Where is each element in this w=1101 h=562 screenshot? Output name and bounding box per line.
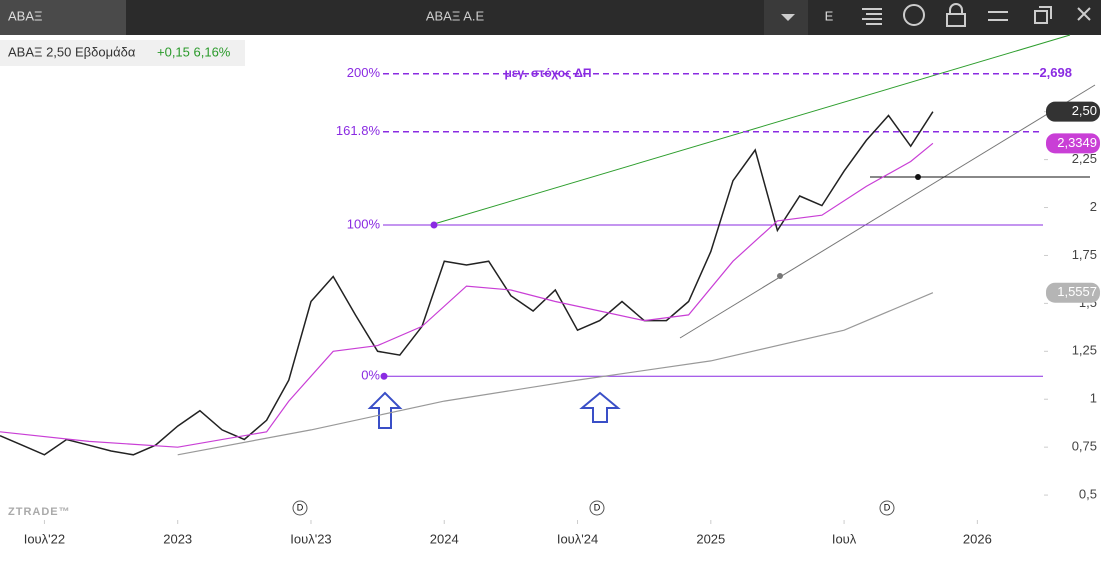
up-arrow <box>579 391 621 423</box>
close-icon[interactable] <box>1077 7 1091 21</box>
menu-icon[interactable] <box>988 11 1008 21</box>
series-line <box>0 111 934 456</box>
value-badge-label: 2,50 <box>1072 103 1097 118</box>
level-price: 2,698 <box>1039 65 1072 80</box>
arrows <box>367 391 621 429</box>
y-tick-label: 1 <box>1090 391 1097 406</box>
y-tick-label: 0,5 <box>1079 487 1097 502</box>
y-tick-label: 2 <box>1090 199 1097 214</box>
up-arrow <box>367 391 403 429</box>
level-label: 161.8% <box>336 123 381 138</box>
watermark: ZTRADE™ <box>8 506 71 518</box>
info-box <box>0 40 245 66</box>
trendlines <box>433 34 1096 339</box>
value-badge <box>1046 282 1100 303</box>
list-icon[interactable] <box>862 8 882 25</box>
trendline <box>433 34 1071 225</box>
value-badge <box>1046 101 1100 122</box>
x-tick-label: Ιουλ'23 <box>290 531 331 546</box>
x-tick-label: Ιουλ <box>832 531 857 546</box>
tab[interactable] <box>0 0 126 35</box>
dropdown-icon[interactable] <box>781 14 795 21</box>
level-label: 100% <box>347 216 381 231</box>
x-tick-label: 2023 <box>163 531 192 546</box>
y-tick-label: 1,25 <box>1072 343 1097 358</box>
level-anchor <box>380 372 388 380</box>
change: +0,15 6,16% <box>157 44 231 59</box>
y-tick-label: 2,25 <box>1072 151 1097 166</box>
quote: ΑΒΑΞ 2,50 Εβδομάδα <box>8 44 136 59</box>
restore-icon[interactable] <box>1034 6 1052 24</box>
dividend-circle[interactable] <box>879 500 895 516</box>
dividend-markers: D D D <box>292 500 895 516</box>
y-tick-label: 1,75 <box>1072 247 1097 262</box>
dividend-marker[interactable]: D <box>594 502 601 512</box>
x-tick-label: 2024 <box>430 531 459 546</box>
x-axis-area <box>0 520 1101 557</box>
level-label: 0% <box>361 368 380 383</box>
anchor <box>777 273 783 279</box>
value-badge-label: 1,5557 <box>1057 284 1097 299</box>
x-tick-label: 2026 <box>963 531 992 546</box>
lock-icon[interactable] <box>946 3 966 27</box>
level-label: 200% <box>347 65 381 80</box>
level-annotation: μεγ. στόχος ΔΠ <box>504 66 591 80</box>
value-badge-label: 2,3349 <box>1057 135 1097 150</box>
anchor <box>915 174 921 180</box>
dividend-circle[interactable] <box>589 500 605 516</box>
dividend-marker[interactable]: D <box>297 502 304 512</box>
tab-label[interactable]: ΑΒΑΞ <box>8 8 42 23</box>
trendline <box>679 84 1096 339</box>
value-badge <box>1046 133 1100 154</box>
x-tick-label: Ιουλ'22 <box>24 531 65 546</box>
x-tick-label: 2025 <box>696 531 725 546</box>
quote-icon[interactable] <box>903 4 925 26</box>
dividend-marker[interactable]: D <box>884 502 891 512</box>
level-anchor <box>430 221 438 229</box>
top-bar <box>0 0 1101 35</box>
toolbar-icons <box>862 3 1091 27</box>
menu-letter[interactable]: E <box>825 8 834 23</box>
window-title: ΑΒΑΞ Α.Ε <box>426 8 485 23</box>
series-line <box>0 142 934 448</box>
series-line <box>177 292 934 456</box>
y-tick-label: 0,75 <box>1072 439 1097 454</box>
dividend-circle[interactable] <box>292 500 308 516</box>
x-tick-label: Ιουλ'24 <box>557 531 598 546</box>
